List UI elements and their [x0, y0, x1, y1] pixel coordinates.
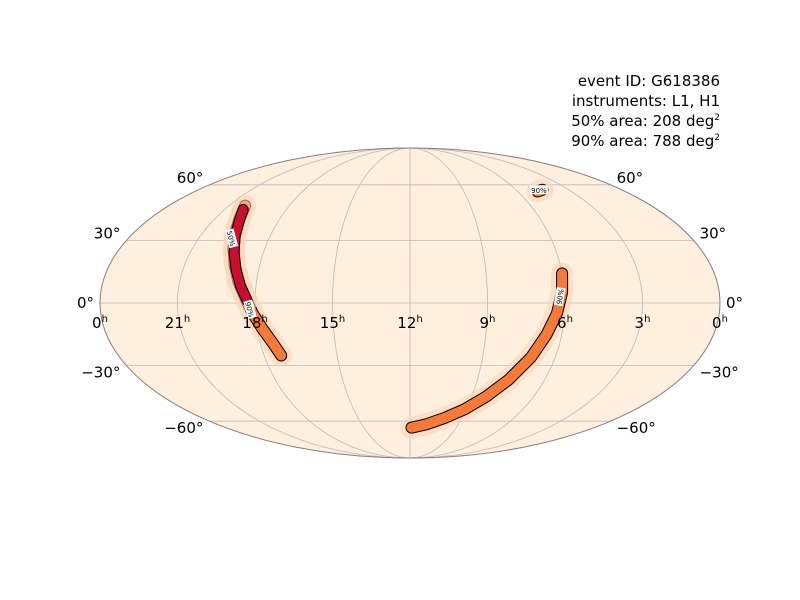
ra-gridline — [332, 148, 411, 458]
event-id-label: event ID: G618386 — [577, 72, 720, 90]
dec-tick-label-left: 30° — [94, 224, 121, 242]
region-arc-west-core — [229, 204, 252, 306]
ra-gridline — [409, 148, 643, 458]
dec-tick-label-right: −60° — [617, 419, 656, 437]
ra-tick-label: 18h — [242, 314, 267, 332]
ra-tick-label: 12h — [397, 314, 422, 332]
instruments-label: instruments: L1, H1 — [571, 92, 720, 110]
dec-tick-label-left: 60° — [177, 169, 204, 187]
contour-label: 50% — [225, 228, 239, 249]
ra-tick-label: 0h — [712, 314, 728, 332]
dec-tick-label-right: −30° — [700, 364, 739, 382]
ra-tick-label: 15h — [320, 314, 345, 332]
contour-label: 90% — [529, 185, 548, 195]
dec-tick-label-left: −30° — [81, 364, 120, 382]
contour-label-text: 90% — [555, 288, 566, 305]
area90-label: 90% area: 788 deg2 — [571, 132, 720, 150]
dec-tick-label-right: 0° — [726, 294, 743, 312]
contour-label: 90% — [243, 299, 257, 320]
dec-tick-label-left: −60° — [164, 419, 203, 437]
contour-label-text: 50% — [225, 230, 237, 247]
ra-gridline — [177, 148, 411, 458]
contour-label-text: 90% — [531, 187, 547, 195]
graticule — [100, 148, 720, 458]
probability-regions: 50% 90% 90% 90% — [222, 178, 574, 439]
ra-tick-label: 21h — [165, 314, 190, 332]
contour-label-text: 90% — [243, 301, 255, 318]
region-arc-east — [406, 268, 568, 433]
dec-tick-label-right: 60° — [617, 169, 644, 187]
dec-tick-label-left: 0° — [77, 294, 94, 312]
contour-label: 90% — [553, 286, 566, 307]
area50-label: 50% area: 208 deg2 — [571, 112, 720, 130]
dec-tick-label-right: 30° — [700, 224, 727, 242]
sky-outline — [99, 147, 721, 459]
